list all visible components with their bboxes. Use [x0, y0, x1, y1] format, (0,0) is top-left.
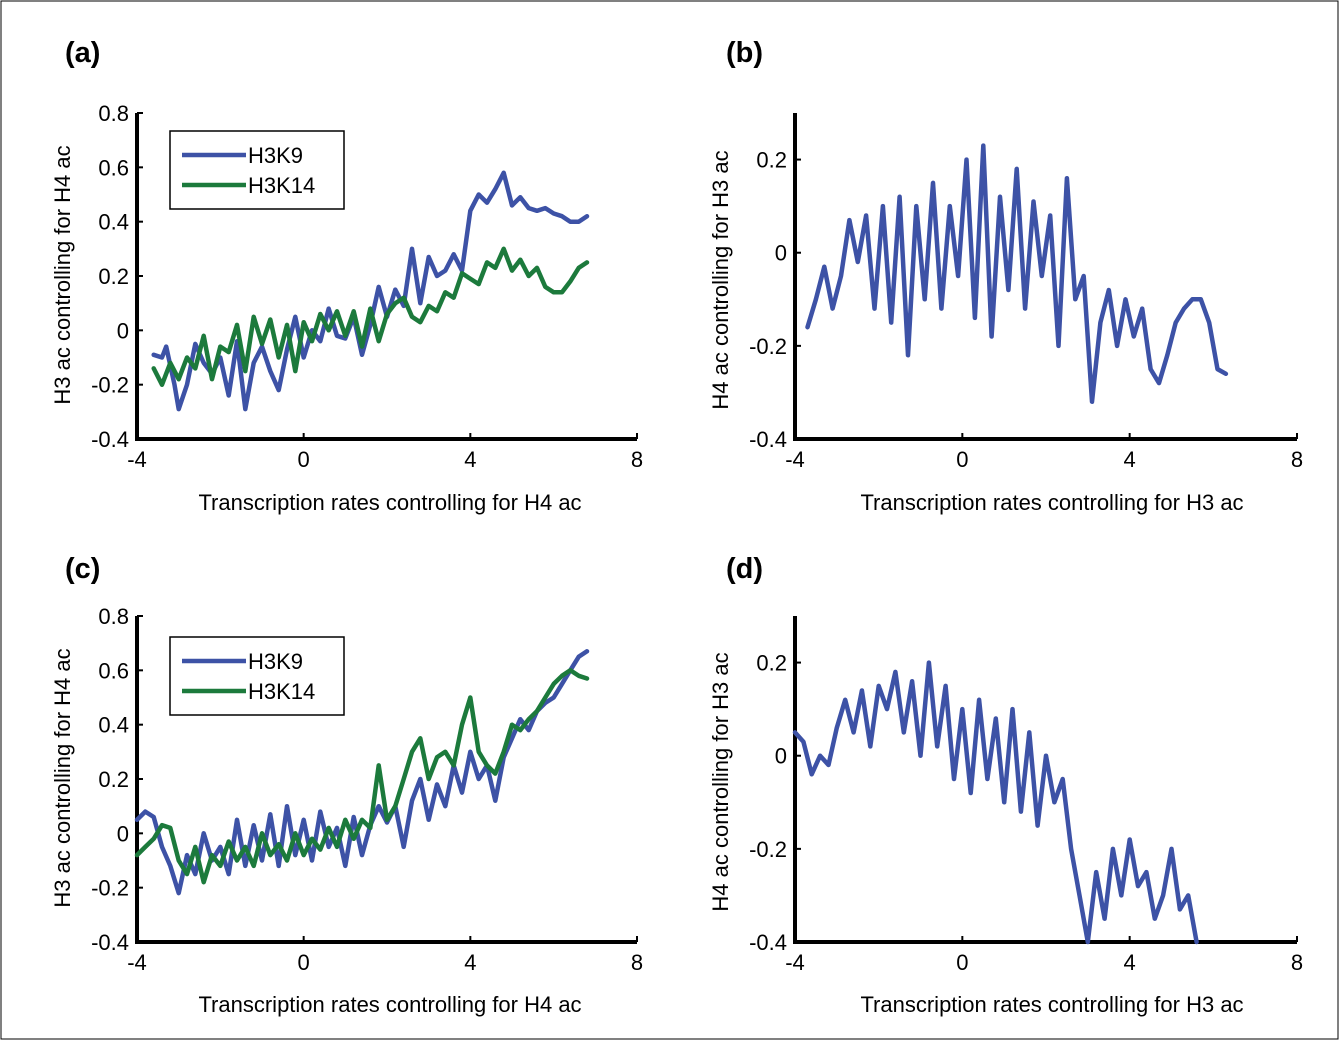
panel-a: (a) -4 0 4 8-0.4-0.200.20.40.60.8H3K9H3K14 … [50, 37, 643, 515]
panel-c-y-tick-label: 0.4 [98, 713, 129, 738]
panel-a-y-tick-label: 0.2 [98, 264, 129, 289]
panel-c-y-tick-label: -0.2 [91, 876, 129, 901]
panel-b-xlabel: Transcription rates controlling for H3 a… [860, 490, 1243, 515]
panel-c-legend-label-h3k14: H3K14 [248, 679, 315, 704]
panel-c-x-tick-label: 4 [464, 950, 476, 975]
panel-a-x-tick-label: 8 [631, 447, 643, 472]
panel-a-x-tick-label: 4 [464, 447, 476, 472]
panel-c-ylabel: H3 ac controlling for H4 ac [50, 648, 75, 907]
panel-b-y-tick-label: -0.4 [749, 427, 787, 452]
panel-a-legend-box [169, 130, 345, 210]
panel-b-y-tick-label: 0.2 [756, 148, 787, 173]
panel-d-xlabel: Transcription rates controlling for H3 a… [860, 992, 1243, 1017]
panel-b: (b) -4 0 4 8 -0.4 -0.2 0 0.2 Transcription rate… [708, 37, 1303, 515]
panel-b-ylabel: H4 ac controlling for H3 ac [708, 150, 733, 409]
panel-d-x-tick-label: 4 [1124, 950, 1136, 975]
panel-d-ylabel: H4 ac controlling for H3 ac [708, 652, 733, 911]
panel-b-x-tick-label: 0 [956, 447, 968, 472]
panel-a-legend-label-h3k14: H3K14 [248, 173, 315, 198]
panel-d-x-tick-label: 8 [1291, 950, 1303, 975]
panel-d-y-tick-label: 0 [775, 744, 787, 769]
panel-b-letter: (b) [726, 37, 763, 69]
panel-a-y-tick-label: 0.8 [98, 101, 129, 126]
panel-a-ylabel: H3 ac controlling for H4 ac [50, 145, 75, 404]
panel-d-letter: (d) [726, 553, 763, 585]
panel-c-legend-label-h3k9: H3K9 [248, 649, 303, 674]
panel-d-y-tick-label: 0.2 [756, 651, 787, 676]
panel-a-x-tick-label: 0 [298, 447, 310, 472]
panel-d-line-series-1 [792, 660, 1199, 945]
panel-b-plot: -4 0 4 8 -0.4 -0.2 0 0.2 [749, 113, 1303, 472]
panel-c: (c) -4 0 4 8-0.4-0.200.20.40.60.8H3K9H3K14 … [50, 553, 643, 1017]
panel-b-x-tick-label: -4 [785, 447, 805, 472]
panel-c-legend-box [169, 636, 345, 716]
panel-c-y-tick-label: 0.2 [98, 767, 129, 792]
panel-c-y-tick-label: 0.6 [98, 658, 129, 683]
panel-a-x-tick-label: -4 [127, 447, 147, 472]
panel-a-y-tick-label: 0.4 [98, 210, 129, 235]
panel-c-y-tick-label: 0.8 [98, 604, 129, 629]
panel-a-xlabel: Transcription rates controlling for H4 a… [198, 490, 581, 515]
panel-a-y-tick-label: -0.2 [91, 373, 129, 398]
panel-a-legend-label-h3k9: H3K9 [248, 143, 303, 168]
panel-c-x-tick-label: 8 [631, 950, 643, 975]
panel-c-xlabel: Transcription rates controlling for H4 a… [198, 992, 581, 1017]
panel-d-x-tick-label: 0 [956, 950, 968, 975]
panel-d-x-tick-label: -4 [785, 950, 805, 975]
panel-b-x-tick-label: 4 [1124, 447, 1136, 472]
panel-d-y-tick-label: -0.4 [749, 930, 787, 955]
panel-a-y-tick-label: 0 [117, 318, 129, 343]
panel-a-line-h3k14 [151, 246, 590, 387]
panel-b-y-tick-label: 0 [775, 241, 787, 266]
panel-b-x-tick-label: 8 [1291, 447, 1303, 472]
panel-c-line-h3k14 [134, 668, 590, 885]
panel-c-plot: -4 0 4 8 -0.4 -0.2 0 0.2 0.4 0.6 0.8 H3K9 H3K14 [91, 604, 643, 975]
panel-d-plot: -4 0 4 8 -0.4 -0.2 0 0.2 [749, 616, 1303, 975]
panel-c-x-tick-label: 0 [298, 950, 310, 975]
panel-a-plot: -4 0 4 8 -0.4 -0.2 0 0.2 0.4 0.6 0.8 H3K9 H3K14 [91, 101, 643, 472]
panel-c-y-tick-label: -0.4 [91, 930, 129, 955]
panel-a-y-tick-label: 0.6 [98, 155, 129, 180]
panel-d: (d) -4 0 4 8 -0.4 -0.2 0 0.2 Transcription rate… [708, 553, 1303, 1017]
panel-a-letter: (a) [65, 37, 100, 69]
panel-c-letter: (c) [65, 553, 100, 585]
panel-b-y-tick-label: -0.2 [749, 334, 787, 359]
panel-a-y-tick-label: -0.4 [91, 427, 129, 452]
panel-c-y-tick-label: 0 [117, 821, 129, 846]
panel-c-x-tick-label: -4 [127, 950, 147, 975]
panel-b-line-series-1 [805, 143, 1229, 404]
panel-d-y-tick-label: -0.2 [749, 837, 787, 862]
